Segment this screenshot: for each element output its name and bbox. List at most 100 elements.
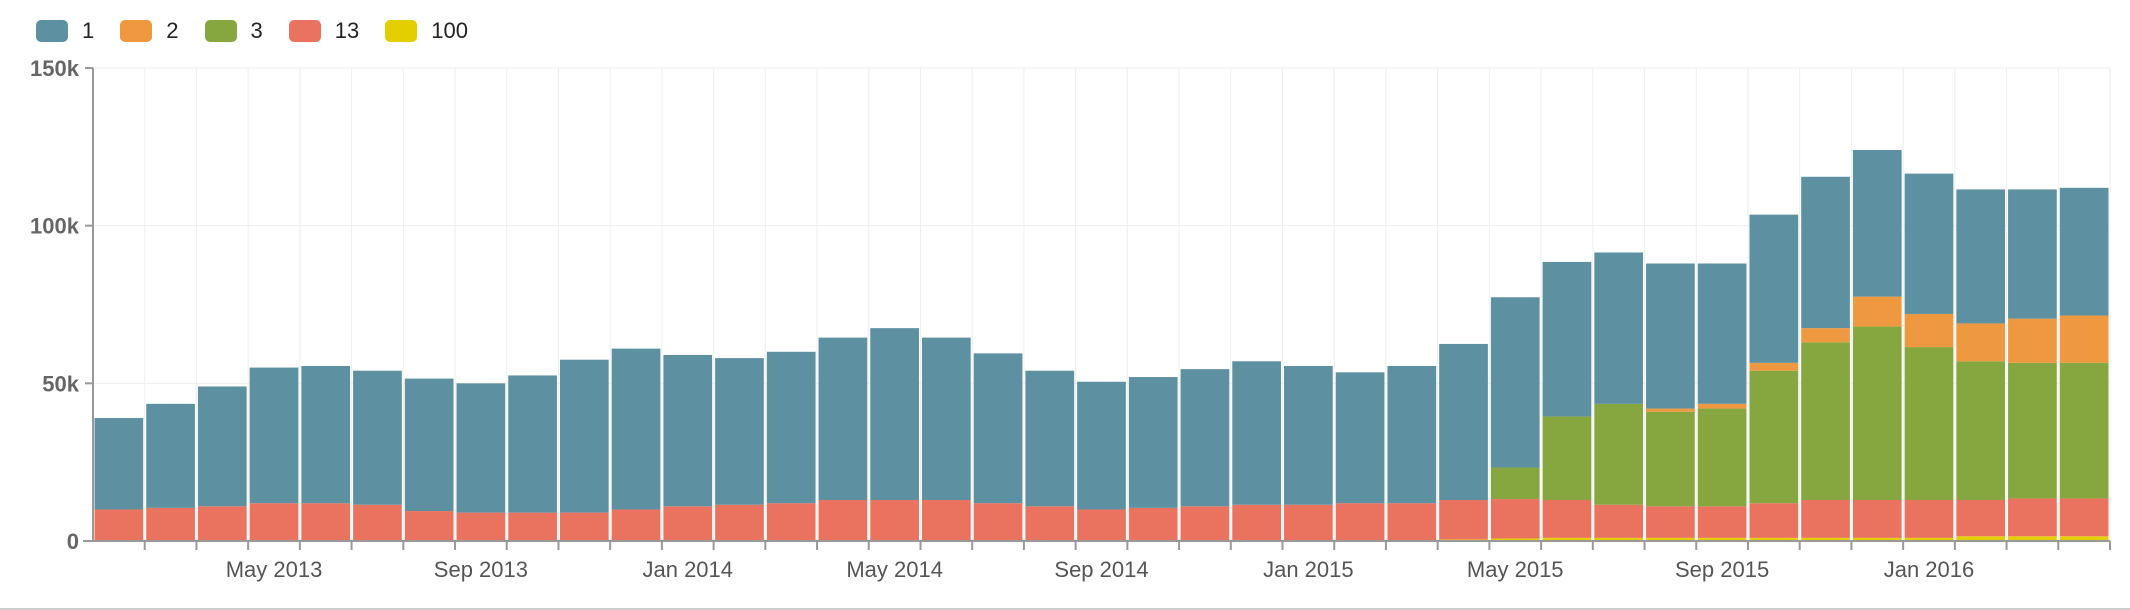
legend-item-1[interactable]: 1 — [36, 18, 94, 44]
legend-label: 3 — [250, 18, 263, 43]
bar-segment-1 — [197, 386, 247, 507]
bar-segment-1 — [1490, 297, 1540, 468]
legend-item-13[interactable]: 13 — [288, 18, 360, 44]
bar-segment-100 — [1852, 537, 1902, 541]
bar-segment-13 — [1594, 504, 1644, 538]
bar-segment-13 — [1128, 507, 1178, 541]
bar-segment-1 — [353, 370, 402, 505]
bar-segment-13 — [146, 507, 195, 541]
bar-segment-100 — [1697, 537, 1747, 541]
bar-segment-13 — [870, 500, 919, 541]
bar-segment-100 — [1490, 538, 1540, 541]
legend-item-3[interactable]: 3 — [204, 18, 263, 44]
legend-item-2[interactable]: 2 — [120, 18, 179, 44]
bar-segment-13 — [1646, 506, 1695, 538]
bar-segment-2 — [1904, 313, 1954, 348]
bottom-divider — [0, 608, 2130, 610]
bar-segment-2 — [1646, 408, 1695, 412]
bar-segment-1 — [1025, 370, 1075, 507]
bar-segment-13 — [1335, 503, 1385, 541]
bar-segment-100 — [2008, 536, 2057, 541]
bar-segment-1 — [1232, 361, 1282, 505]
bar-segment-3 — [2059, 362, 2109, 499]
bar-segment-3 — [1542, 416, 1592, 501]
bar-segment-1 — [663, 354, 713, 507]
bar-segment-1 — [1077, 381, 1126, 510]
bar-segment-13 — [559, 512, 609, 541]
bar-segment-2 — [1749, 362, 1799, 371]
bar-segment-1 — [1180, 369, 1230, 507]
bar-segment-100 — [1956, 536, 2006, 541]
bar-segment-1 — [146, 403, 195, 508]
bar-segment-1 — [301, 365, 351, 504]
bar-segment-13 — [301, 503, 351, 541]
legend-item-100[interactable]: 100 — [385, 18, 468, 44]
bar-segment-100 — [1904, 537, 1954, 541]
bar-segment-1 — [404, 378, 454, 512]
bar-segment-13 — [1956, 500, 2006, 537]
chart-legend: 1 2 3 13 100 — [36, 18, 494, 44]
bar-segment-100 — [1749, 537, 1799, 541]
bar-segment-13 — [456, 512, 506, 541]
bar-segment-13 — [921, 500, 971, 541]
bar-segment-2 — [1801, 328, 1850, 343]
bar-segment-1 — [1904, 173, 1954, 314]
bar-segment-100 — [1542, 537, 1592, 541]
bar-segment-2 — [2059, 315, 2109, 363]
bar-segment-1 — [870, 328, 919, 501]
bar-segment-13 — [1697, 506, 1747, 538]
bar-segment-3 — [1594, 403, 1644, 505]
y-tick-label: 0 — [67, 529, 79, 554]
bar-segment-13 — [1801, 500, 1850, 538]
bar-segment-13 — [508, 512, 557, 541]
bar-segment-1 — [1956, 189, 2006, 324]
bar-segment-13 — [715, 504, 764, 541]
bar-segment-1 — [1801, 176, 1850, 329]
bar-segment-2 — [1852, 296, 1902, 327]
x-tick-label: May 2013 — [226, 557, 323, 582]
x-tick-label: May 2014 — [846, 557, 943, 582]
x-tick-label: Sep 2013 — [434, 557, 528, 582]
axes: 0 50k 100k 150k May 2013 Sep 2013 Jan 2014 May … — [30, 56, 2111, 582]
legend-swatch — [385, 20, 418, 42]
bar-segment-3 — [1646, 411, 1695, 507]
bar-segment-2 — [1697, 403, 1747, 409]
bar-segment-1 — [2059, 187, 2109, 316]
bar-segment-13 — [1439, 500, 1488, 540]
y-tick-label: 50k — [42, 371, 79, 396]
bar-segment-2 — [2008, 318, 2057, 363]
bar-segment-13 — [818, 500, 868, 541]
bar-segment-1 — [1852, 149, 1902, 297]
x-tick-label: Jan 2016 — [1884, 557, 1975, 582]
bar-segment-13 — [2059, 498, 2109, 537]
legend-label: 2 — [166, 18, 179, 43]
bar-segment-1 — [508, 375, 557, 513]
bar-segment-3 — [1956, 361, 2006, 501]
bar-segment-13 — [2008, 498, 2057, 537]
bar-segment-2 — [1956, 323, 2006, 362]
bar-segment-1 — [1128, 377, 1178, 508]
legend-label: 13 — [334, 18, 360, 43]
bar-segment-1 — [818, 337, 868, 501]
bar-segment-1 — [1542, 261, 1592, 417]
bar-segment-1 — [611, 348, 661, 510]
y-tick-label: 150k — [30, 56, 80, 81]
legend-swatch — [36, 20, 68, 42]
bar-segment-1 — [766, 351, 816, 504]
bar-segment-1 — [1335, 372, 1385, 504]
bar-segment-1 — [456, 383, 506, 513]
bar-segment-13 — [94, 509, 144, 541]
bar-segment-1 — [1439, 343, 1488, 501]
bar-segment-1 — [1646, 263, 1695, 409]
bar-segment-13 — [1852, 500, 1902, 538]
bar-segment-13 — [353, 504, 402, 541]
bar-segment-100 — [1646, 537, 1695, 541]
bar-segment-1 — [559, 359, 609, 513]
bar-segment-1 — [1594, 252, 1644, 404]
bar-segment-13 — [249, 503, 299, 541]
bars — [94, 149, 2109, 541]
bar-segment-13 — [1232, 504, 1282, 541]
bar-segment-3 — [1490, 467, 1540, 500]
bar-segment-3 — [1749, 370, 1799, 504]
bar-segment-1 — [249, 367, 299, 504]
